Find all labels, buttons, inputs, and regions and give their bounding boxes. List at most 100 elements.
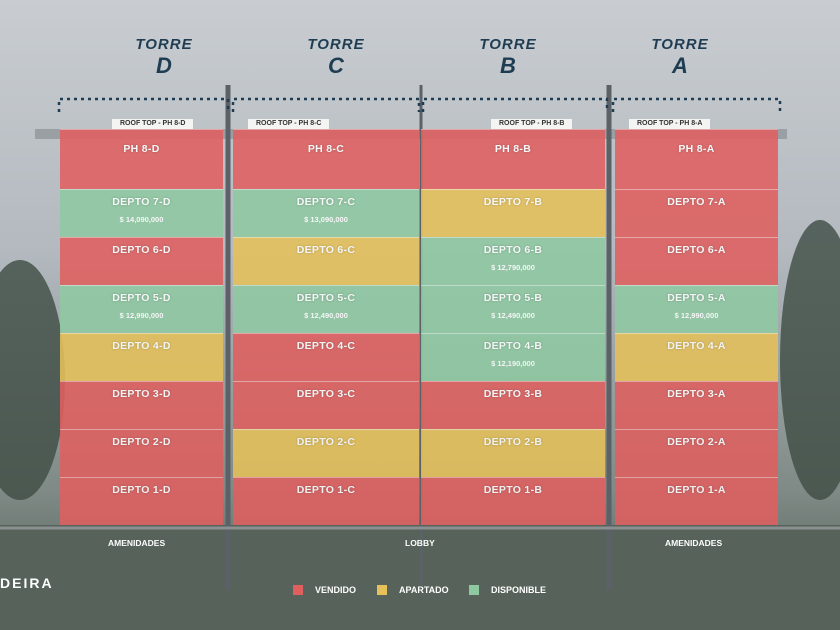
unit-name: DEPTO 2-D — [112, 436, 171, 448]
brand-logo-text: DEIRA — [0, 575, 54, 591]
tower-header-d: TORRE D — [104, 36, 224, 79]
unit-name: DEPTO 4-C — [296, 340, 356, 352]
unit-name: DEPTO 5-C — [296, 292, 356, 304]
tower-word: TORRE — [307, 36, 365, 53]
unit-cell[interactable]: DEPTO 5-B $ 12,490,000 — [421, 285, 605, 333]
unit-price: $ 12,490,000 — [304, 311, 348, 320]
unit-price: $ 14,090,000 — [119, 215, 164, 224]
unit-name: DEPTO 7-D — [112, 196, 171, 208]
unit-cell[interactable]: DEPTO 4-C — [233, 333, 419, 381]
legend-swatch-available — [469, 585, 479, 595]
unit-name: DEPTO 7-C — [296, 196, 356, 208]
unit-cell[interactable]: DEPTO 2-D — [60, 429, 223, 477]
unit-price: $ 13,090,000 — [304, 215, 348, 224]
unit-name: DEPTO 4-B — [483, 340, 543, 352]
tower-header-c: TORRE C — [276, 36, 396, 79]
unit-name: DEPTO 1-B — [483, 484, 543, 496]
unit-cell[interactable]: DEPTO 7-A — [615, 189, 778, 237]
unit-cell[interactable]: DEPTO 1-D — [60, 477, 223, 525]
roof-label-a: ROOF TOP - PH 8-A — [629, 119, 711, 129]
unit-cell[interactable]: PH 8-A — [615, 129, 778, 189]
unit-cell[interactable]: DEPTO 5-C $ 12,490,000 — [233, 285, 419, 333]
unit-cell[interactable]: DEPTO 6-D — [60, 237, 223, 285]
unit-cell[interactable]: DEPTO 5-A $ 12,990,000 — [615, 285, 778, 333]
unit-name: DEPTO 5-D — [112, 292, 171, 304]
legend-label-reserved: APARTADO — [399, 585, 449, 595]
unit-cell[interactable]: DEPTO 1-B — [421, 477, 605, 525]
unit-name: DEPTO 6-C — [296, 244, 356, 256]
unit-name: DEPTO 6-D — [112, 244, 171, 256]
tower-word: TORRE — [651, 36, 709, 53]
unit-cell[interactable]: DEPTO 3-C — [233, 381, 419, 429]
unit-cell[interactable]: DEPTO 7-B — [421, 189, 605, 237]
unit-cell[interactable]: DEPTO 5-D $ 12,990,000 — [60, 285, 223, 333]
tower-letter: A — [672, 53, 688, 78]
roof-dotted-a — [611, 97, 782, 112]
unit-name: DEPTO 3-B — [483, 388, 543, 400]
unit-name: DEPTO 3-D — [112, 388, 171, 400]
roof-label-c: ROOF TOP - PH 8-C — [248, 119, 330, 129]
roof-label-b: ROOF TOP - PH 8-B — [491, 119, 573, 129]
unit-name: DEPTO 2-A — [667, 436, 726, 448]
unit-name: DEPTO 1-A — [667, 484, 726, 496]
unit-cell[interactable]: PH 8-B — [421, 129, 605, 189]
unit-cell[interactable]: DEPTO 3-A — [615, 381, 778, 429]
unit-name: DEPTO 3-A — [667, 388, 726, 400]
unit-name: DEPTO 7-A — [667, 196, 726, 208]
unit-name: DEPTO 4-D — [112, 340, 171, 352]
unit-name: DEPTO 1-D — [112, 484, 171, 496]
unit-name: DEPTO 7-B — [483, 196, 543, 208]
unit-cell[interactable]: DEPTO 1-C — [233, 477, 419, 525]
tower-letter: B — [500, 53, 516, 78]
unit-name: PH 8-A — [678, 143, 715, 155]
unit-cell[interactable]: DEPTO 2-A — [615, 429, 778, 477]
tower-word: TORRE — [479, 36, 537, 53]
unit-cell[interactable]: DEPTO 7-D $ 14,090,000 — [60, 189, 223, 237]
unit-cell[interactable]: DEPTO 7-C $ 13,090,000 — [233, 189, 419, 237]
legend-available: DISPONIBLE — [469, 585, 546, 595]
unit-name: DEPTO 6-A — [667, 244, 726, 256]
legend-swatch-sold — [293, 585, 303, 595]
unit-cell[interactable]: DEPTO 4-B $ 12,190,000 — [421, 333, 605, 381]
legend-sold: VENDIDO — [293, 585, 356, 595]
unit-cell[interactable]: PH 8-C — [233, 129, 419, 189]
unit-cell[interactable]: PH 8-D — [60, 129, 223, 189]
unit-name: DEPTO 2-C — [296, 436, 356, 448]
unit-cell[interactable]: DEPTO 2-B — [421, 429, 605, 477]
roof-dotted-c — [231, 97, 421, 112]
tower-letter: D — [156, 53, 172, 78]
tower-word: TORRE — [135, 36, 193, 53]
tower-letter: C — [328, 53, 344, 78]
unit-name: DEPTO 5-A — [667, 292, 726, 304]
tree-right — [780, 220, 840, 500]
amenities-right-label: AMENIDADES — [665, 538, 723, 548]
lobby-label: LOBBY — [405, 538, 435, 548]
unit-cell[interactable]: DEPTO 2-C — [233, 429, 419, 477]
roof-dotted-b — [421, 97, 609, 112]
roof-label-d: ROOF TOP - PH 8-D — [112, 119, 194, 129]
unit-price: $ 12,990,000 — [119, 311, 164, 320]
unit-name: PH 8-B — [494, 143, 532, 155]
unit-price: $ 12,490,000 — [491, 311, 535, 320]
unit-cell[interactable]: DEPTO 6-B $ 12,790,000 — [421, 237, 605, 285]
unit-name: DEPTO 4-A — [667, 340, 726, 352]
unit-name: DEPTO 1-C — [296, 484, 356, 496]
tower-header-b: TORRE B — [448, 36, 568, 79]
unit-name: DEPTO 5-B — [483, 292, 543, 304]
unit-cell[interactable]: DEPTO 6-A — [615, 237, 778, 285]
legend-label-available: DISPONIBLE — [491, 585, 547, 595]
unit-cell[interactable]: DEPTO 3-B — [421, 381, 605, 429]
unit-name: DEPTO 6-B — [483, 244, 543, 256]
unit-cell[interactable]: DEPTO 1-A — [615, 477, 778, 525]
unit-cell[interactable]: DEPTO 3-D — [60, 381, 223, 429]
unit-price: $ 12,790,000 — [491, 263, 535, 272]
unit-name: DEPTO 3-C — [296, 388, 356, 400]
unit-price: $ 12,990,000 — [674, 311, 719, 320]
unit-price: $ 12,190,000 — [491, 359, 535, 368]
amenities-left-label: AMENIDADES — [108, 538, 166, 548]
unit-cell[interactable]: DEPTO 4-D — [60, 333, 223, 381]
unit-cell[interactable]: DEPTO 4-A — [615, 333, 778, 381]
unit-name: PH 8-C — [307, 143, 345, 155]
tower-header-a: TORRE A — [620, 36, 740, 79]
unit-cell[interactable]: DEPTO 6-C — [233, 237, 419, 285]
